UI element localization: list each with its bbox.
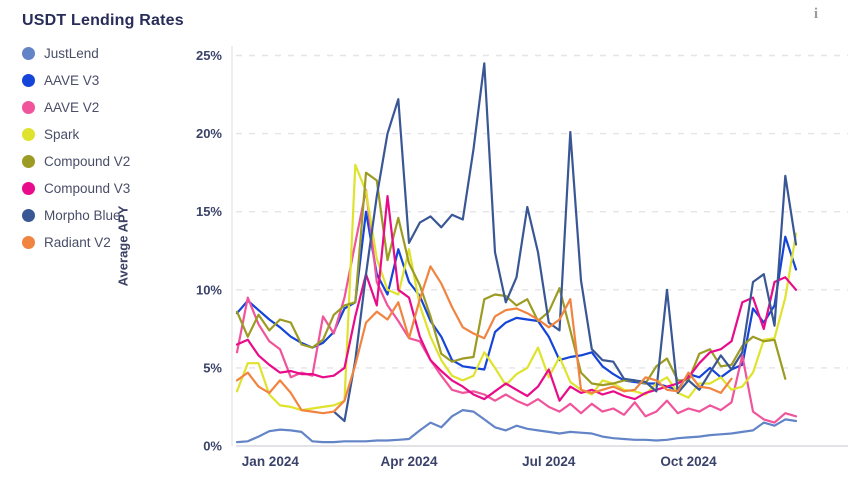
x-tick-label: Jan 2024 — [242, 454, 300, 469]
legend-item-justlend[interactable]: JustLend — [22, 40, 130, 67]
legend-label: AAVE V3 — [44, 73, 100, 88]
legend-swatch-icon — [22, 47, 35, 60]
legend-label: Compound V3 — [44, 181, 131, 196]
x-tick-label: Jul 2024 — [522, 454, 576, 469]
legend-item-morpho-blue[interactable]: Morpho Blue — [22, 202, 130, 229]
x-tick-label: Oct 2024 — [660, 454, 717, 469]
legend-swatch-icon — [22, 101, 35, 114]
legend-label: Morpho Blue — [44, 208, 121, 223]
x-tick-label: Apr 2024 — [380, 454, 438, 469]
series-line-aave-v2[interactable] — [235, 188, 798, 424]
series-line-morpho-blue[interactable] — [332, 62, 798, 423]
legend-item-spark[interactable]: Spark — [22, 121, 130, 148]
legend-label: JustLend — [44, 46, 99, 61]
legend-label: Spark — [44, 127, 80, 142]
legend-item-aave-v2[interactable]: AAVE V2 — [22, 94, 130, 121]
legend-swatch-icon — [22, 236, 35, 249]
series-line-compound-v2[interactable] — [235, 171, 787, 387]
y-tick-label: 20% — [196, 126, 222, 141]
series-line-compound-v3[interactable] — [235, 195, 798, 402]
legend-swatch-icon — [22, 182, 35, 195]
series-line-spark[interactable] — [235, 163, 798, 412]
series-line-radiant-v2[interactable] — [235, 265, 733, 415]
y-tick-label: 10% — [196, 282, 222, 297]
legend-item-aave-v3[interactable]: AAVE V3 — [22, 67, 130, 94]
y-tick-label: 15% — [196, 204, 222, 219]
page-title: USDT Lending Rates — [22, 12, 184, 29]
info-icon[interactable]: i — [813, 6, 819, 22]
chart-legend: JustLend AAVE V3 AAVE V2 Spark Compound V2 Co… — [22, 40, 130, 256]
legend-label: AAVE V2 — [44, 100, 100, 115]
series-line-justlend[interactable] — [235, 409, 798, 444]
legend-swatch-icon — [22, 74, 35, 87]
legend-item-compound-v3[interactable]: Compound V3 — [22, 175, 130, 202]
legend-item-radiant-v2[interactable]: Radiant V2 — [22, 229, 130, 256]
legend-swatch-icon — [22, 155, 35, 168]
legend-item-compound-v2[interactable]: Compound V2 — [22, 148, 130, 175]
y-axis-label: Average APY — [115, 205, 131, 287]
series-line-aave-v3[interactable] — [235, 210, 798, 391]
legend-swatch-icon — [22, 128, 35, 141]
legend-label: Radiant V2 — [44, 235, 111, 250]
y-tick-label: 25% — [196, 48, 222, 63]
legend-swatch-icon — [22, 209, 35, 222]
legend-label: Compound V2 — [44, 154, 131, 169]
y-tick-label: 0% — [203, 439, 222, 454]
y-tick-label: 5% — [203, 360, 222, 375]
